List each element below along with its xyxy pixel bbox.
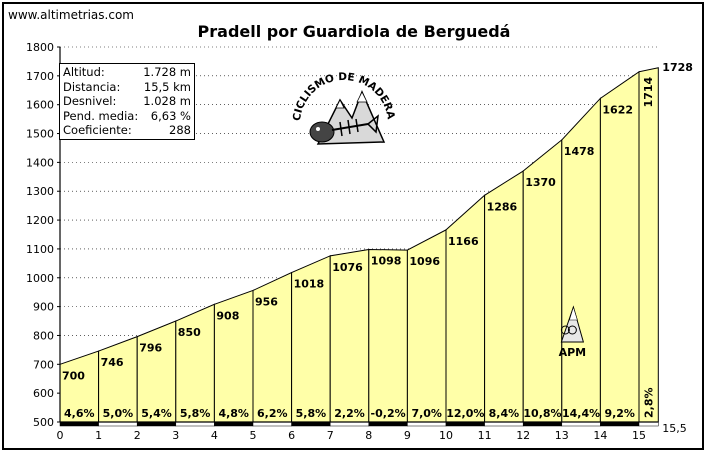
y-tick-label: 700 (33, 358, 54, 371)
x-tick-label: 4 (211, 429, 218, 442)
gradient-label: 8,4% (489, 407, 520, 420)
altitude-label: 1370 (525, 176, 556, 189)
y-tick-label: 600 (33, 387, 54, 400)
x-tick-label: 2 (134, 429, 141, 442)
summary-label: Altitud: (63, 65, 105, 79)
profile-segment (599, 70, 640, 423)
fish-skeleton-mountain-logo: CICLISMO DE MADERA Y VIENTO (290, 62, 397, 145)
summary-value: 288 (169, 123, 191, 138)
y-tick-labels: 500 600 700 800 900 1000 1100 1200 1300 1400 1500 1… (26, 41, 54, 429)
site-url: www.altimetrias.com (8, 8, 134, 22)
gradient-label: 5,8% (180, 407, 211, 420)
gradient-label: 5,8% (296, 407, 327, 420)
gradient-label: 4,6% (64, 407, 95, 420)
y-tick-label: 500 (33, 416, 54, 429)
y-tick-label: 1400 (26, 156, 54, 169)
summary-value: 6,63 % (150, 108, 191, 123)
summary-row-gain: Desnivel: 1.028 m (63, 94, 191, 109)
altitude-label: 1478 (564, 145, 595, 158)
x-tick-label: 15,5 (662, 422, 687, 435)
x-tick-label: 3 (172, 429, 179, 442)
altitude-label: 1714 (642, 76, 655, 107)
gradient-label: 2,8% (643, 387, 656, 418)
y-tick-label: 1700 (26, 70, 54, 83)
x-tick-label: 6 (288, 429, 295, 442)
altitude-label: 1096 (409, 255, 440, 268)
summary-value: 1.028 m (143, 94, 191, 109)
x-tick-label: 7 (327, 429, 334, 442)
gradient-label: 6,2% (257, 407, 288, 420)
gradient-label: -0,2% (371, 407, 406, 420)
summary-row-altitude: Altitud: 1.728 m (63, 65, 191, 80)
altitude-label: 956 (255, 295, 278, 308)
y-tick-label: 1600 (26, 99, 54, 112)
y-tick-label: 900 (33, 301, 54, 314)
gradient-label: 10,8% (523, 407, 561, 420)
altitude-label: 1018 (294, 278, 325, 291)
apm-marker: APM (559, 305, 587, 359)
x-tick-label: 11 (478, 429, 492, 442)
profile-segments (59, 67, 659, 423)
gradient-label: 2,2% (334, 407, 365, 420)
altitude-label: 796 (139, 342, 162, 355)
altitude-label: 1166 (448, 235, 479, 248)
summary-label: Distancia: (63, 79, 121, 94)
profile-segment (445, 194, 486, 423)
x-tick-label: 0 (57, 429, 64, 442)
y-tick-label: 1100 (26, 243, 54, 256)
altitude-label: 908 (216, 309, 239, 322)
y-tick-label: 1500 (26, 128, 54, 141)
x-tick-label: 10 (439, 429, 453, 442)
x-tick-label: 12 (516, 429, 530, 442)
x-tick-label: 5 (250, 429, 257, 442)
chart-title: Pradell por Guardiola de Berguedá (197, 22, 511, 41)
x-tick-label: 8 (365, 429, 372, 442)
altitude-labels: 700 746 796 850 908 956 1018 1076 1098 1096 1166 12… (62, 61, 693, 383)
altitude-label: 700 (62, 369, 85, 382)
profile-segment (638, 67, 659, 423)
summary-row-avg-gradient: Pend. media: 6,63 % (63, 109, 191, 124)
gradient-label: 14,4% (562, 407, 600, 420)
summary-box: Altitud: 1.728 m Distancia: 15,5 km Desn… (59, 63, 195, 140)
x-tick-label: 15 (632, 429, 646, 442)
summary-row-distance: Distancia: 15,5 km (63, 80, 191, 95)
x-tick-label: 13 (555, 429, 569, 442)
profile-segment (329, 248, 370, 423)
altitude-label: 746 (101, 356, 124, 369)
altitude-label: 1076 (332, 261, 363, 274)
profile-segment (368, 248, 408, 423)
y-tick-label: 1000 (26, 272, 54, 285)
marker-label: APM (559, 346, 587, 359)
gradient-labels: 4,6% 5,0% 5,4% 5,8% 4,8% 6,2% 5,8% 2,2% -0,2% 7,0… (64, 387, 656, 420)
gradient-label: 5,4% (141, 407, 172, 420)
gradient-label: 5,0% (103, 407, 134, 420)
gradient-label: 4,8% (218, 407, 249, 420)
axes (57, 46, 659, 427)
altitude-label: 1286 (487, 200, 518, 213)
y-tick-label: 1200 (26, 214, 54, 227)
x-tick-label: 9 (404, 429, 411, 442)
altitude-label: 1728 (662, 61, 693, 74)
summary-label: Pend. media: (63, 108, 139, 123)
profile-segment (175, 303, 215, 423)
altitude-label: 1098 (371, 255, 402, 268)
x-tick-label: 1 (95, 429, 102, 442)
gradient-label: 9,2% (604, 407, 635, 420)
gradient-label: 12,0% (446, 407, 484, 420)
summary-row-coefficient: Coeficiente: 288 (63, 123, 191, 138)
summary-label: Coeficiente: (63, 123, 132, 138)
y-tick-label: 1300 (26, 185, 54, 198)
y-tick-label: 800 (33, 329, 54, 342)
y-tick-label: 1800 (26, 41, 54, 54)
altitude-label: 1622 (602, 103, 633, 116)
gradient-label: 7,0% (411, 407, 442, 420)
summary-value: 1.728 m (143, 65, 191, 79)
summary-label: Desnivel: (63, 94, 117, 109)
summary-value: 15,5 km (143, 79, 191, 94)
altitude-label: 850 (178, 326, 201, 339)
mountain-pass-icon (560, 305, 585, 343)
x-tick-label: 14 (593, 429, 607, 442)
